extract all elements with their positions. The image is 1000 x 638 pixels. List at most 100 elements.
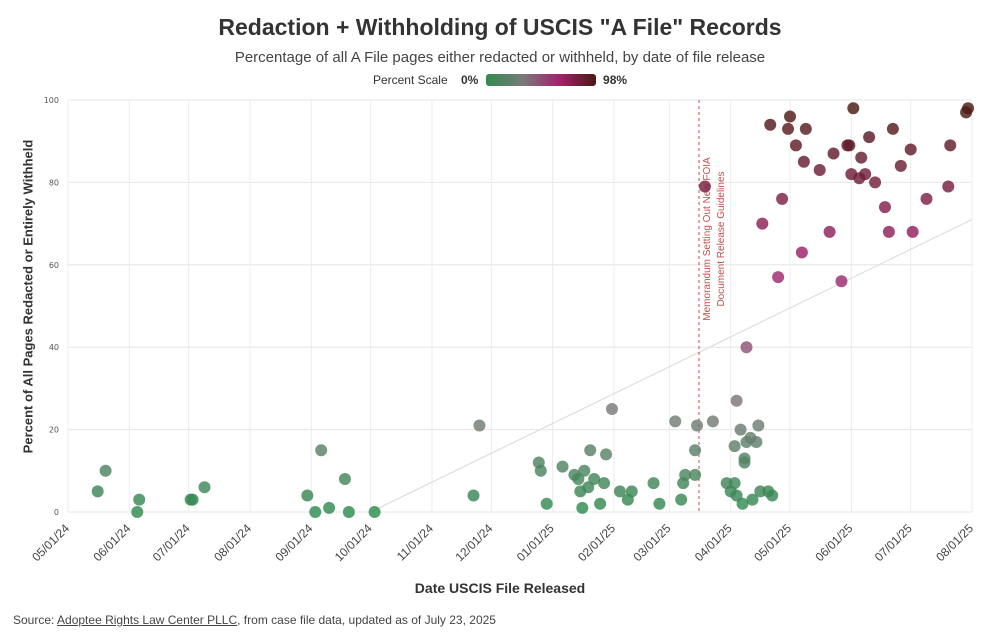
- data-point: [605, 403, 618, 415]
- data-point: [869, 176, 882, 189]
- x-tick-label: 02/01/25: [575, 521, 618, 564]
- y-tick-label: 40: [49, 343, 59, 352]
- data-point: [625, 485, 638, 498]
- data-point: [653, 497, 666, 510]
- data-point: [904, 143, 917, 156]
- data-point: [338, 473, 351, 486]
- y-tick-label: 100: [44, 96, 59, 105]
- x-tick-label: 04/01/25: [692, 521, 735, 564]
- data-point: [894, 159, 907, 172]
- data-point: [675, 493, 688, 506]
- data-point: [301, 489, 314, 502]
- x-tick-label: 10/01/24: [332, 521, 375, 564]
- data-point: [772, 271, 785, 284]
- x-tick-label: 03/01/25: [631, 521, 674, 564]
- data-point: [578, 464, 591, 477]
- data-point: [594, 497, 607, 510]
- data-point: [691, 419, 704, 432]
- x-tick-label: 09/01/24: [272, 521, 315, 564]
- data-point: [738, 456, 751, 469]
- data-point: [730, 489, 743, 502]
- x-tick-label: 01/01/25: [514, 521, 557, 564]
- data-point: [728, 440, 741, 453]
- chart-title: Redaction + Withholding of USCIS "A File…: [218, 14, 782, 40]
- data-point: [942, 180, 955, 193]
- data-point: [323, 501, 336, 514]
- y-tick-label: 80: [49, 178, 59, 187]
- data-point: [689, 444, 702, 457]
- data-point: [764, 118, 777, 131]
- data-point: [600, 448, 613, 461]
- data-point: [813, 164, 826, 177]
- data-point: [679, 468, 692, 481]
- data-point: [776, 192, 789, 205]
- data-point: [689, 468, 702, 481]
- data-point: [795, 246, 808, 259]
- data-point: [855, 151, 868, 164]
- y-tick-label: 20: [49, 426, 59, 435]
- data-point: [198, 481, 211, 494]
- data-point: [582, 481, 595, 494]
- data-point: [784, 110, 797, 123]
- legend-min-label: 0%: [461, 73, 479, 87]
- data-point: [133, 493, 146, 506]
- data-point: [342, 506, 355, 518]
- data-point: [886, 122, 899, 135]
- data-point: [750, 435, 763, 448]
- data-point: [736, 497, 749, 510]
- data-point: [584, 444, 597, 457]
- x-tick-label: 08/01/25: [933, 521, 976, 564]
- x-tick-label: 07/01/25: [872, 521, 915, 564]
- x-tick-label: 05/01/25: [751, 521, 794, 564]
- legend-gradient: [485, 74, 596, 86]
- data-point: [859, 168, 872, 181]
- x-tick-label: 11/01/24: [394, 521, 437, 564]
- data-point: [728, 477, 741, 490]
- trend-line: [370, 218, 973, 513]
- data-point: [99, 464, 112, 477]
- data-point: [473, 419, 486, 432]
- data-point: [835, 275, 848, 288]
- data-point: [669, 415, 682, 428]
- data-point: [962, 102, 975, 115]
- data-point: [734, 423, 747, 436]
- data-point: [186, 493, 199, 506]
- y-tick-label: 60: [49, 261, 59, 270]
- data-point: [740, 341, 753, 354]
- y-axis-label: Percent of All Pages Redacted or Entirel…: [20, 139, 36, 453]
- x-tick-label: 05/01/24: [29, 521, 72, 564]
- data-point: [882, 225, 895, 238]
- source-note: Source: Adoptee Rights Law Center PLLC, …: [13, 613, 496, 627]
- data-point: [315, 444, 328, 457]
- data-point: [823, 225, 836, 238]
- data-point: [799, 122, 812, 135]
- data-point: [827, 147, 840, 160]
- x-tick-label: 06/01/24: [91, 521, 134, 564]
- data-point: [698, 180, 711, 193]
- data-point: [730, 394, 743, 407]
- data-point: [906, 225, 919, 238]
- data-point: [746, 493, 759, 506]
- data-point: [766, 489, 779, 502]
- data-point: [920, 192, 933, 205]
- data-point: [944, 139, 957, 152]
- data-point: [588, 473, 601, 486]
- data-point: [706, 415, 719, 428]
- y-tick-label: 0: [54, 508, 59, 517]
- percent-scale-legend: Percent Scale 0% 98%: [0, 73, 1000, 87]
- memo-annotation-text: Document Release Guidelines: [716, 171, 727, 306]
- data-point: [847, 102, 860, 115]
- data-point: [540, 497, 553, 510]
- x-tick-label: 08/01/24: [211, 521, 254, 564]
- source-link[interactable]: Adoptee Rights Law Center PLLC: [57, 613, 238, 627]
- source-suffix: , from case file data, updated as of Jul…: [237, 613, 496, 627]
- data-point: [613, 485, 626, 498]
- data-point: [797, 155, 810, 168]
- data-point: [576, 501, 589, 514]
- source-prefix: Source:: [13, 613, 58, 627]
- data-point: [534, 464, 547, 477]
- data-point: [572, 473, 585, 486]
- data-point: [467, 489, 480, 502]
- data-point: [647, 477, 660, 490]
